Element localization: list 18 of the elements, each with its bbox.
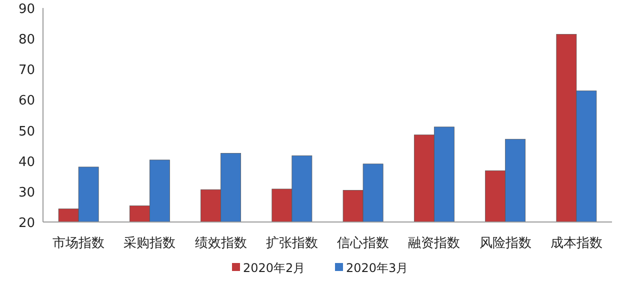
x-tick-label: 采购指数: [124, 236, 176, 251]
x-tick-label: 绩效指数: [194, 236, 247, 251]
y-tick-label: 60: [18, 94, 35, 109]
y-tick-label: 50: [18, 124, 35, 140]
x-tick-label: 扩张指数: [266, 236, 318, 251]
y-tick-label: 20: [18, 216, 35, 231]
y-tick-label: 80: [18, 32, 35, 48]
x-tick-label: 风险指数: [479, 236, 532, 251]
x-tick-label: 市场指数: [52, 236, 105, 251]
x-tick-label: 成本指数: [550, 236, 602, 251]
x-tick-label: 信心指数: [337, 235, 390, 251]
y-tick-label: 30: [18, 185, 35, 200]
x-tick-label: 融资指数: [408, 236, 460, 251]
legend-label: 2020年3月: [346, 261, 408, 275]
y-tick-label: 40: [18, 154, 35, 170]
legend-label: 2020年2月: [243, 261, 306, 275]
y-tick-label: 70: [18, 63, 35, 78]
y-tick-label: 90: [18, 2, 35, 17]
